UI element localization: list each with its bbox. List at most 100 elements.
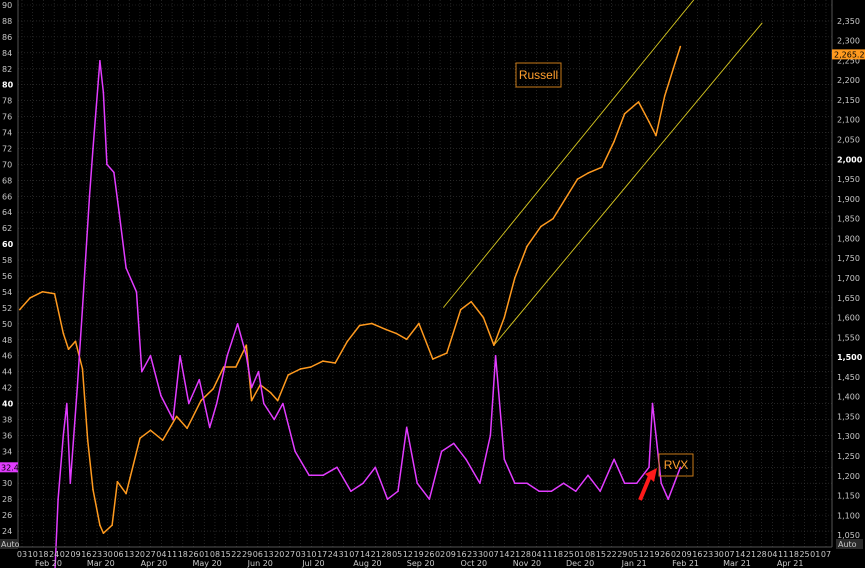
- left-tick-label: 82: [2, 65, 12, 74]
- left-tick-label: 38: [2, 415, 12, 424]
- x-day-tick: 30: [478, 550, 488, 559]
- point-rvx: [465, 458, 467, 461]
- point-russell: [637, 101, 640, 103]
- point-rvx: [362, 482, 364, 485]
- left-tick-label: 34: [2, 447, 12, 456]
- point-russell: [459, 308, 462, 311]
- point-rvx: [623, 482, 626, 485]
- x-day-tick: 21: [371, 550, 381, 559]
- point-rvx: [135, 291, 138, 293]
- x-day-tick: 23: [703, 550, 713, 559]
- right-tick-label: 2,000: [837, 155, 863, 164]
- point-rvx: [81, 307, 84, 309]
- point-russell: [564, 198, 567, 200]
- x-day-tick: 19: [649, 550, 659, 559]
- x-day-tick: 28: [757, 550, 767, 559]
- point-russell: [212, 387, 215, 390]
- point-russell: [679, 45, 682, 48]
- point-rvx: [416, 482, 418, 485]
- point-rvx: [118, 211, 120, 214]
- point-russell: [322, 360, 324, 362]
- trend-channel: [442, 0, 763, 346]
- x-day-tick: 18: [553, 550, 563, 559]
- point-rvx: [88, 195, 91, 198]
- x-day-tick: 26: [188, 550, 198, 559]
- x-day-tick: 23: [467, 550, 477, 559]
- x-day-tick: 17: [317, 550, 327, 559]
- point-rvx: [494, 354, 497, 357]
- point-rvx: [599, 490, 601, 493]
- right-axis: 1,050 1,100 1,150 1,200 1,250 1,300 1,350 1,400…: [831, 0, 863, 547]
- point-rvx: [405, 426, 408, 429]
- left-tick-label: 36: [2, 431, 12, 440]
- point-russell: [395, 332, 398, 335]
- point-rvx: [76, 386, 79, 389]
- point-rvx: [386, 498, 389, 500]
- point-russell: [418, 322, 420, 325]
- point-russell: [526, 245, 528, 248]
- point-rvx: [397, 490, 399, 493]
- point-rvx: [562, 482, 565, 485]
- x-month-label: Dec 20: [566, 559, 594, 568]
- point-rvx: [428, 498, 431, 500]
- x-day-tick: 18: [38, 550, 48, 559]
- x-month-label: Nov 20: [513, 559, 541, 568]
- x-day-tick: 10: [306, 550, 316, 559]
- point-russell: [648, 120, 650, 123]
- x-axis: 03 10 18 24 02 09 16 23 30 06 13 20 27 04 11 18 26 01 08 15…: [17, 546, 832, 568]
- x-day-tick: 28: [381, 550, 391, 559]
- left-axis-footer: Auto: [1, 540, 20, 549]
- x-day-tick: 29: [617, 550, 627, 559]
- x-day-tick: 25: [799, 550, 809, 559]
- rvx-last-value: 32.46: [1, 463, 24, 472]
- point-russell: [149, 429, 152, 432]
- x-day-tick: 09: [71, 550, 81, 559]
- x-day-tick: 16: [81, 550, 91, 559]
- right-axis-footer: Auto: [838, 540, 857, 549]
- point-russell: [334, 362, 337, 364]
- plot-area: [18, 45, 682, 568]
- x-month-label: Jun 20: [247, 559, 273, 568]
- left-tick-label: 60: [2, 240, 14, 249]
- point-russell: [29, 296, 32, 299]
- x-day-tick: 01: [810, 550, 820, 559]
- point-rvx: [513, 482, 516, 485]
- point-russell: [62, 332, 65, 335]
- point-rvx: [635, 482, 638, 485]
- left-tick-label: 66: [2, 192, 12, 201]
- x-day-tick: 12: [403, 550, 413, 559]
- point-russell: [111, 524, 113, 527]
- x-month-label: Oct 20: [461, 559, 488, 568]
- point-rvx: [550, 490, 553, 493]
- x-day-tick: 19: [414, 550, 424, 559]
- point-russell: [86, 439, 89, 441]
- point-rvx: [336, 466, 338, 469]
- point-russell: [482, 316, 485, 319]
- right-tick-label: 2,300: [837, 37, 860, 46]
- left-tick-label: 50: [2, 320, 12, 329]
- left-tick-label: 72: [2, 144, 12, 153]
- right-tick-label: 1,100: [837, 511, 860, 520]
- x-day-tick: 11: [167, 550, 177, 559]
- point-russell: [613, 140, 615, 143]
- point-rvx: [503, 458, 506, 461]
- x-day-tick: 18: [178, 550, 188, 559]
- x-day-tick: 04: [531, 550, 541, 559]
- point-rvx: [679, 466, 682, 469]
- point-russell: [99, 524, 101, 527]
- x-day-tick: 07: [821, 550, 831, 559]
- point-russell: [245, 344, 248, 347]
- x-day-tick: 20: [274, 550, 284, 559]
- point-rvx: [667, 498, 669, 500]
- right-tick-label: 1,550: [837, 333, 860, 342]
- point-rvx: [257, 370, 260, 373]
- x-day-tick: 05: [392, 550, 402, 559]
- point-rvx: [648, 466, 650, 469]
- point-russell: [116, 480, 119, 483]
- point-russell: [53, 293, 56, 295]
- x-day-tick: 01: [199, 550, 209, 559]
- point-rvx: [226, 354, 228, 357]
- point-russell: [432, 358, 434, 360]
- right-tick-label: 2,350: [837, 17, 860, 26]
- point-rvx: [179, 354, 181, 357]
